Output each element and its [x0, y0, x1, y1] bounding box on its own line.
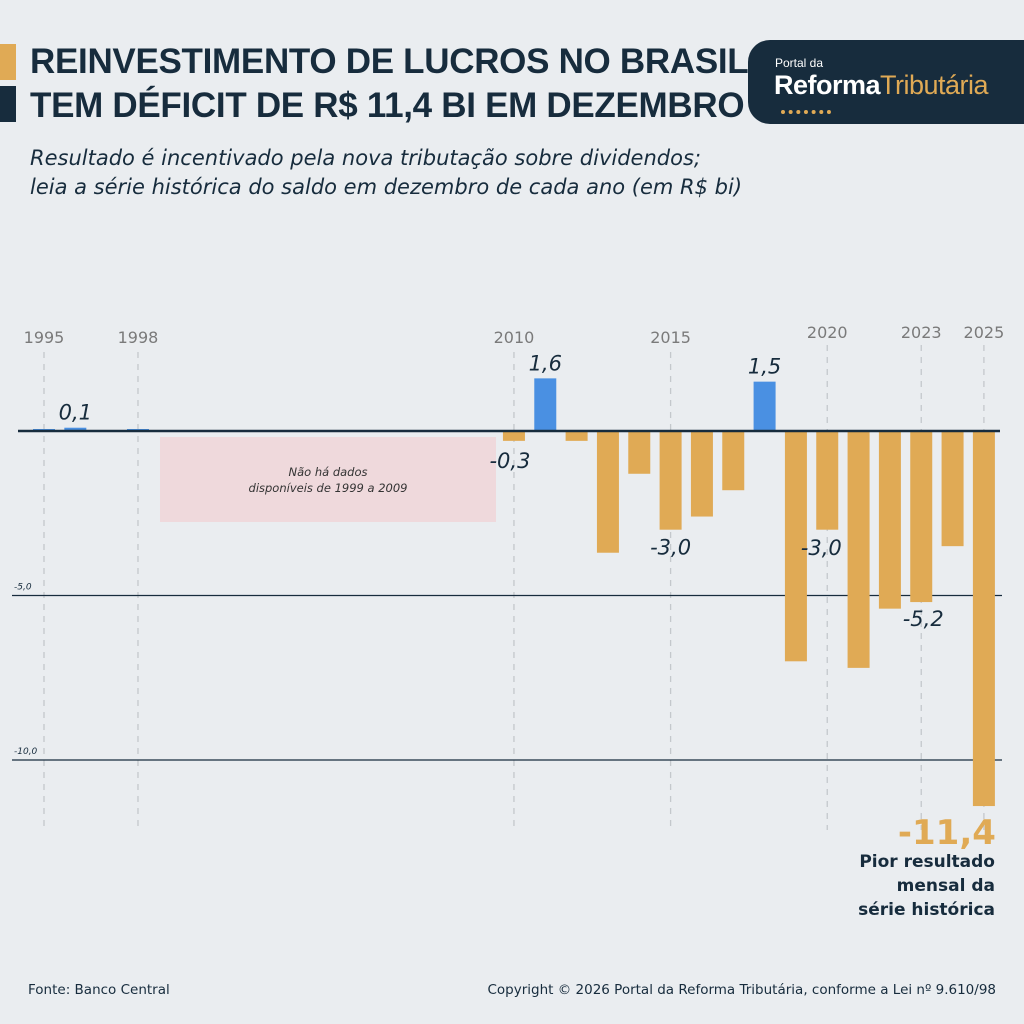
bar-2018	[753, 381, 776, 431]
logo: Portal da ReformaTributária	[748, 40, 1024, 124]
copyright-text: Copyright © 2026 Portal da Reforma Tribu…	[487, 982, 996, 998]
no-data-line-2: disponíveis de 1999 a 2009	[248, 480, 408, 495]
data-label-2023: -5,2	[903, 607, 944, 631]
x-tick-label-2010: 2010	[494, 328, 535, 347]
logo-small-text: Portal da	[775, 56, 824, 70]
page-title: REINVESTIMENTO DE LUCROS NO BRASIL TEM D…	[30, 40, 749, 128]
data-label-2015: -3,0	[650, 536, 691, 560]
bar-2011	[534, 378, 557, 431]
bar-2017	[722, 431, 745, 491]
x-tick-label-2023: 2023	[901, 323, 942, 342]
bar-1996	[64, 427, 87, 431]
data-label-2011: 1,6	[529, 351, 562, 375]
bar-2025	[972, 431, 995, 807]
logo-dots	[781, 110, 831, 114]
bar-2019	[784, 431, 807, 662]
title-line-1: REINVESTIMENTO DE LUCROS NO BRASIL	[30, 42, 749, 81]
subtitle-line-1: Resultado é incentivado pela nova tribut…	[30, 146, 701, 170]
bar-2014	[628, 431, 651, 474]
no-data-note: Não há dados disponíveis de 1999 a 2009	[160, 437, 496, 522]
bar-2021	[847, 431, 870, 668]
bar-2024	[941, 431, 964, 547]
x-tick-label-1995: 1995	[24, 328, 65, 347]
title-accent-gold	[0, 44, 16, 80]
highlight-note-line-3: série histórica	[858, 900, 995, 920]
logo-word-reforma: Reforma	[774, 70, 881, 100]
y-tick-label: -10,0	[14, 747, 38, 757]
bar-2010	[502, 431, 525, 441]
data-label-2020: -3,0	[801, 536, 842, 560]
bar-2020	[816, 431, 839, 530]
bar-2022	[878, 431, 901, 609]
x-tick-label-2015: 2015	[650, 328, 691, 347]
data-label-2025: -11,4	[898, 813, 996, 853]
bar-2012	[565, 431, 588, 441]
x-tick-label-2020: 2020	[807, 323, 848, 342]
source-text: Fonte: Banco Central	[28, 982, 170, 998]
logo-word-tributaria: Tributária	[880, 70, 989, 100]
bar-2023	[910, 431, 933, 603]
data-label-2018: 1,5	[748, 355, 781, 379]
highlight-note: Pior resultado mensal da série histórica	[812, 850, 995, 922]
bar-2013	[596, 431, 619, 553]
title-line-2: TEM DÉFICIT DE R$ 11,4 BI EM DEZEMBRO	[30, 86, 745, 125]
data-label-2010: -0,3	[489, 449, 530, 473]
data-label-1996: 0,1	[59, 401, 92, 425]
subtitle: Resultado é incentivado pela nova tribut…	[30, 144, 742, 202]
title-accent-dark	[0, 86, 16, 122]
highlight-note-line-2: mensal da	[896, 876, 995, 896]
bar-2016	[690, 431, 713, 517]
no-data-line-1: Não há dados	[288, 464, 368, 479]
y-tick-label: -5,0	[14, 583, 32, 593]
x-tick-label-1998: 1998	[118, 328, 159, 347]
subtitle-line-2: leia a série histórica do saldo em dezem…	[30, 175, 743, 199]
bar-2015	[659, 431, 682, 530]
highlight-note-line-1: Pior resultado	[859, 852, 995, 872]
x-tick-label-2025: 2025	[964, 323, 1005, 342]
